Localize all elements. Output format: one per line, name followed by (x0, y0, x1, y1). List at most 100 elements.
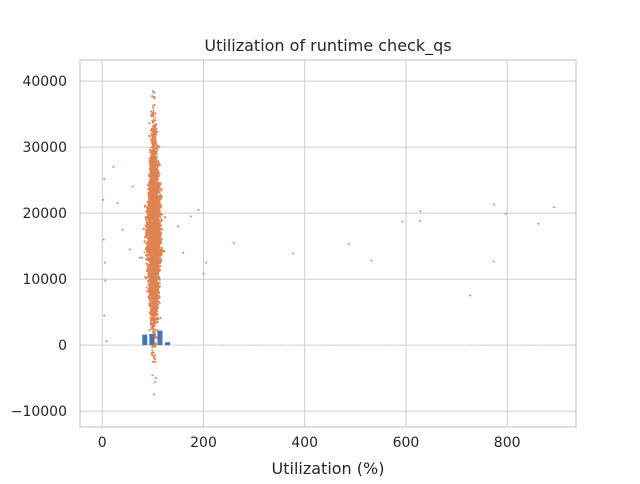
baseline-point (371, 345, 372, 346)
baseline-point (141, 344, 142, 345)
baseline-point (148, 345, 149, 346)
baseline-point (188, 345, 189, 346)
baseline-point (409, 345, 410, 346)
baseline-point (208, 344, 209, 345)
baseline-point (419, 345, 420, 346)
baseline-point (544, 345, 545, 346)
baseline-point (338, 345, 339, 346)
baseline-point (344, 344, 345, 345)
baseline-point (213, 344, 214, 345)
baseline-point (234, 345, 235, 346)
data-point (154, 381, 156, 383)
data-point (149, 329, 151, 331)
baseline-point (553, 345, 554, 346)
data-point (144, 237, 146, 239)
data-point (153, 321, 155, 323)
baseline-point (387, 345, 388, 346)
baseline-point (299, 345, 300, 346)
data-point (143, 252, 145, 254)
baseline-point (366, 345, 367, 346)
baseline-point (134, 344, 135, 345)
baseline-point (496, 345, 497, 346)
baseline-point (536, 345, 537, 346)
baseline-point (521, 345, 522, 346)
baseline-point (249, 344, 250, 345)
baseline-point (514, 344, 515, 345)
baseline-point (298, 345, 299, 346)
baseline-point (242, 345, 243, 346)
baseline-point (365, 344, 366, 345)
baseline-point (405, 344, 406, 345)
baseline-point (488, 345, 489, 346)
baseline-point (196, 345, 197, 346)
data-point (159, 173, 161, 175)
baseline-point (228, 345, 229, 346)
baseline-point (137, 344, 138, 345)
baseline-point (328, 345, 329, 346)
data-point (154, 354, 156, 356)
baseline-point (230, 345, 231, 346)
baseline-point (417, 345, 418, 346)
baseline-point (297, 344, 298, 345)
baseline-point (365, 345, 366, 346)
baseline-point (401, 344, 402, 345)
baseline-point (420, 344, 421, 345)
baseline-point (172, 344, 173, 345)
data-point (139, 257, 141, 259)
baseline-point (378, 345, 379, 346)
baseline-point (135, 345, 136, 346)
baseline-point (241, 345, 242, 346)
baseline-point (468, 345, 469, 346)
data-point (149, 278, 151, 280)
baseline-point (423, 345, 424, 346)
baseline-point (270, 345, 271, 346)
data-point (159, 282, 161, 284)
baseline-point (448, 344, 449, 345)
baseline-point (341, 345, 342, 346)
data-point (159, 302, 161, 304)
data-point (154, 346, 156, 348)
data-point (146, 287, 148, 289)
data-point (151, 374, 153, 376)
baseline-point (482, 344, 483, 345)
baseline-point (385, 345, 386, 346)
baseline-point (285, 345, 286, 346)
baseline-point (275, 345, 276, 346)
data-point (157, 297, 159, 299)
baseline-point (453, 345, 454, 346)
baseline-point (195, 345, 196, 346)
baseline-point (227, 344, 228, 345)
baseline-point (283, 345, 284, 346)
baseline-point (262, 345, 263, 346)
baseline-point (304, 345, 305, 346)
baseline-point (447, 344, 448, 345)
baseline-point (264, 344, 265, 345)
baseline-point (266, 345, 267, 346)
data-point (153, 109, 155, 111)
baseline-point (445, 345, 446, 346)
data-point (145, 258, 147, 260)
baseline-point (226, 344, 227, 345)
baseline-point (216, 345, 217, 346)
data-point (160, 265, 162, 267)
baseline-point (430, 344, 431, 345)
baseline-point (116, 345, 117, 346)
baseline-point (289, 345, 290, 346)
baseline-point (397, 344, 398, 345)
data-point (155, 140, 157, 142)
baseline-point (542, 345, 543, 346)
baseline-point (399, 345, 400, 346)
baseline-point (396, 345, 397, 346)
baseline-point (130, 344, 131, 345)
data-point (152, 361, 154, 363)
baseline-point (404, 345, 405, 346)
data-point (155, 377, 157, 379)
data-point (149, 150, 151, 152)
data-point (153, 393, 155, 395)
baseline-point (415, 345, 416, 346)
data-point (146, 270, 148, 272)
baseline-point (346, 345, 347, 346)
data-point (150, 139, 152, 141)
baseline-point (355, 344, 356, 345)
